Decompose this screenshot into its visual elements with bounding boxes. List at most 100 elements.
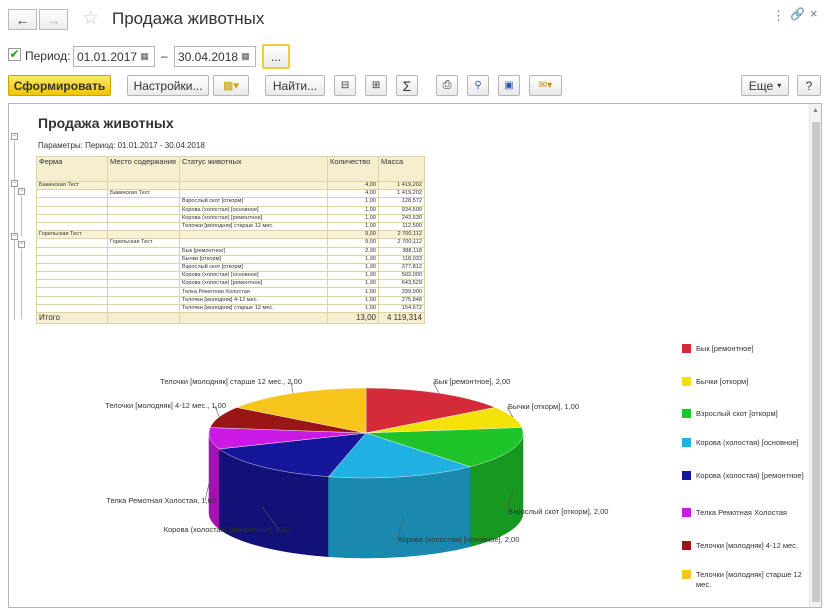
period-to-value: 30.04.2018 — [178, 50, 239, 64]
legend-item: Телочки [молодняк] 4-12 мес. — [682, 541, 816, 551]
save-button[interactable]: ▣ — [498, 75, 520, 96]
legend-label: Телка Ремотная Холостая — [696, 508, 787, 517]
pie-slice — [218, 432, 367, 477]
legend-label: Взрослый скот [откорм] — [696, 409, 778, 418]
period-checkbox[interactable]: ✔ — [8, 48, 21, 61]
pie-slice-label: Бычки [откорм], 1,00 — [508, 402, 580, 411]
floppy-icon: ▣ — [504, 80, 514, 91]
legend-item: Взрослый скот [откорм] — [682, 409, 816, 419]
group-tree-line — [21, 249, 22, 319]
total-qty: 13,00 — [327, 312, 379, 324]
calendar-icon[interactable]: ▦ — [241, 51, 250, 61]
calendar-icon[interactable]: ▦ — [140, 51, 149, 61]
more-vertical-icon[interactable]: ⋮ — [772, 8, 785, 23]
report-area[interactable]: Продажа животных Параметры: Период: 01.0… — [8, 103, 822, 608]
legend-label: Бык [ремонтное] — [696, 344, 754, 353]
variants-button[interactable]: ▩▾ — [213, 75, 249, 96]
pie-slice-label: Корова (холостая) [основное], 2,00 — [398, 535, 520, 544]
period-from-value: 01.01.2017 — [77, 50, 138, 64]
report-params: Параметры: Период: 01.01.2017 - 30.04.20… — [38, 141, 205, 150]
help-button[interactable]: ? — [797, 75, 821, 96]
period-select-button[interactable]: ... — [262, 44, 290, 69]
legend-label: Корова (холостая) [ремонтное] — [696, 471, 804, 480]
legend-swatch — [682, 377, 691, 386]
vertical-scrollbar[interactable]: ▲ — [809, 104, 821, 607]
variants-icon: ▩▾ — [223, 80, 239, 92]
expand-icon: ⊞ — [371, 80, 381, 91]
collapse-group-toggle[interactable]: − — [11, 133, 18, 140]
legend-item: Корова (холостая) [основное] — [682, 438, 816, 448]
pie-leader-line — [396, 516, 404, 541]
more-button[interactable]: Еще ▾ — [741, 75, 789, 96]
printer-icon: ⎙ — [442, 79, 452, 91]
pie-slice-label: Телочки [молодняк] старше 12 мес., 2,00 — [160, 377, 302, 386]
close-icon[interactable]: × — [810, 6, 818, 21]
chevron-down-icon: ▾ — [777, 81, 782, 90]
forward-button[interactable]: → — [39, 9, 68, 30]
checkmark-icon: ✔ — [9, 47, 20, 61]
collapse-group-toggle[interactable]: − — [11, 180, 18, 187]
star-icon[interactable]: ☆ — [82, 8, 100, 29]
expand-groups-button[interactable]: ⊞ — [365, 75, 387, 96]
pie-slice-label: Взрослый скот [откорм], 2,00 — [508, 507, 609, 516]
legend-swatch — [682, 508, 691, 517]
period-dash: – — [161, 49, 168, 63]
period-from-field[interactable]: 01.01.2017 ▦ — [73, 46, 155, 67]
table-row[interactable]: Бакинская Тест 4,00 1 419,202 — [36, 180, 425, 191]
legend-item: Телочки [молодняк] старше 12 мес. — [682, 570, 816, 590]
pie-leader-line — [204, 478, 211, 502]
group-tree-line — [14, 141, 15, 320]
legend-item: Бык [ремонтное] — [682, 344, 816, 354]
envelope-icon: ✉▾ — [538, 80, 553, 91]
legend-item: Телка Ремотная Холостая — [682, 508, 816, 518]
back-button[interactable]: ← — [8, 9, 37, 30]
print-button[interactable]: ⎙ — [436, 75, 458, 96]
legend-swatch — [682, 409, 691, 418]
pie-slice-side — [328, 466, 471, 559]
collapse-group-toggle[interactable]: − — [18, 241, 25, 248]
pie-slice — [236, 387, 367, 434]
arrow-right-icon: → — [46, 11, 61, 28]
collapse-group-toggle[interactable]: − — [11, 233, 18, 240]
legend-swatch — [682, 344, 691, 353]
table-row[interactable]: Бык [ремонтное] 2,00 388,118 — [36, 246, 425, 256]
generate-button[interactable]: Сформировать — [8, 75, 111, 96]
link-icon[interactable]: 🔗 — [790, 7, 805, 21]
group-tree-line — [21, 196, 22, 236]
page-title: Продажа животных — [112, 9, 265, 28]
period-to-field[interactable]: 30.04.2018 ▦ — [174, 46, 256, 67]
legend-label: Телочки [молодняк] старше 12 мес. — [696, 570, 802, 589]
pie-slice-label: Бык [ремонтное], 2,00 — [434, 377, 511, 386]
preview-icon: ⚲ — [474, 80, 482, 91]
table-row[interactable]: Бычки [откорм] 1,00 118,033 — [36, 254, 425, 264]
scrollbar-thumb[interactable] — [812, 122, 820, 602]
preview-button[interactable]: ⚲ — [467, 75, 489, 96]
collapse-groups-button[interactable]: ⊟ — [334, 75, 356, 96]
collapse-icon: ⊟ — [340, 80, 350, 91]
settings-button[interactable]: Настройки... — [127, 75, 209, 96]
pie-leader-line — [506, 406, 514, 418]
pie-leader-line — [214, 405, 220, 418]
collapse-group-toggle[interactable]: − — [18, 188, 25, 195]
table-row[interactable]: Горельская Тест 9,00 2 700,112 — [36, 230, 425, 240]
legend-swatch — [682, 438, 691, 447]
legend-swatch — [682, 541, 691, 550]
more-label: Еще — [748, 78, 774, 93]
column-header: Масса — [378, 156, 425, 182]
send-button[interactable]: ✉▾ — [529, 75, 562, 96]
find-button[interactable]: Найти... — [265, 75, 325, 96]
legend-label: Бычки [откорм] — [696, 377, 749, 386]
legend-swatch — [682, 471, 691, 480]
sum-button[interactable]: Σ — [396, 75, 418, 96]
total-row[interactable]: Итого 13,00 4 119,314 — [36, 312, 425, 324]
pie-slice-label: Телка Ремотная Холостая, 1,00 — [106, 496, 216, 505]
legend-swatch — [682, 570, 691, 579]
column-header: Количество — [327, 156, 379, 182]
total-mass: 4 119,314 — [378, 312, 425, 324]
pie-slice — [328, 432, 471, 479]
table-row[interactable]: Телочки [молодняк] старше 12 мес. 1,00 154… — [36, 303, 425, 314]
report-table: Ферма Место содержания Статус животных К… — [36, 156, 425, 324]
cell-mass: 154,672 — [378, 303, 425, 314]
legend-item: Бычки [откорм] — [682, 377, 816, 387]
scroll-up-icon[interactable]: ▲ — [812, 107, 819, 114]
